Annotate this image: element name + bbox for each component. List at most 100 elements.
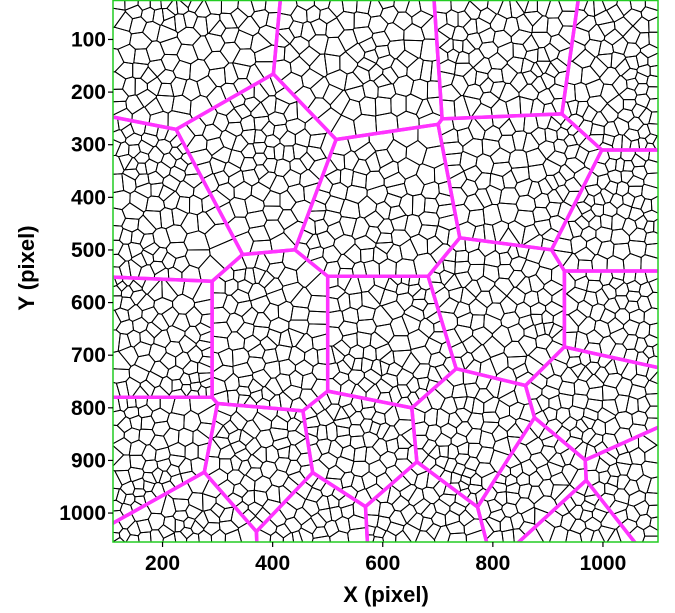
mesh-cell [376, 422, 391, 440]
mesh-cell [340, 503, 355, 520]
mesh-cell [579, 527, 595, 542]
mesh-cell [449, 501, 467, 516]
mesh-cell [506, 56, 524, 74]
mesh-cell [362, 431, 380, 448]
mesh-cell [396, 292, 414, 312]
mesh-cell [482, 335, 506, 358]
mesh-cell [159, 36, 183, 56]
mesh-cell [460, 286, 477, 306]
mesh-cell [595, 457, 611, 474]
mesh-cell [285, 118, 306, 136]
mesh-cell [626, 463, 644, 482]
mesh-cell [184, 442, 199, 461]
mesh-cell [467, 483, 484, 495]
mesh-cell [509, 401, 525, 421]
mesh-cell [140, 6, 156, 23]
mesh-cell [639, 43, 658, 59]
mesh-cell [428, 351, 447, 368]
mesh-cell [574, 246, 596, 262]
mesh-cell [584, 38, 602, 58]
mesh-cell [164, 340, 184, 358]
plot-frame [112, 0, 659, 543]
mesh-cell [510, 166, 530, 184]
mesh-cell [173, 157, 189, 172]
mesh-cell [333, 406, 350, 421]
mesh-cell [269, 531, 284, 542]
mesh-cell [493, 491, 508, 507]
mesh-cell [366, 184, 389, 205]
mesh-cell [381, 300, 405, 320]
mesh-cell [601, 0, 619, 11]
mesh-cell [582, 407, 599, 422]
mesh-cell [344, 275, 363, 295]
mesh-cell [127, 304, 143, 322]
mesh-cell [642, 345, 655, 359]
mesh-cell [560, 366, 579, 384]
mesh-cell [239, 474, 256, 492]
mesh-cell [357, 56, 377, 72]
mesh-cell [300, 517, 318, 535]
mesh-cell [435, 455, 450, 470]
mesh-cell [250, 9, 270, 29]
mesh-cell [362, 79, 379, 100]
mesh-cell [316, 230, 336, 250]
x-tick-label: 200 [145, 552, 180, 575]
mesh-cell [488, 284, 508, 304]
mesh-cell [364, 151, 381, 172]
mesh-cell [414, 470, 430, 490]
y-axis-title: Y (pixel) [14, 225, 39, 310]
coarse-cell [516, 478, 637, 542]
mesh-cell [460, 351, 475, 371]
mesh-cell [113, 224, 124, 241]
mesh-cell [644, 0, 658, 12]
mesh-cell [155, 138, 173, 155]
mesh-cell [537, 140, 556, 160]
mesh-cell [262, 205, 284, 221]
mesh-cell [300, 20, 317, 42]
mesh-cell [599, 307, 616, 324]
mesh-cell [247, 343, 266, 359]
y-tick-label: 700 [71, 344, 106, 367]
mesh-cell [227, 149, 245, 169]
mesh-cell [520, 506, 536, 525]
mesh-cell [589, 123, 605, 136]
mesh-cell [602, 133, 616, 147]
coarse-cell [523, 345, 658, 462]
mesh-cell [399, 238, 419, 261]
mesh-cell [563, 133, 578, 147]
mesh-cell [456, 441, 470, 455]
mesh-cell [360, 247, 375, 264]
mesh-cell [236, 321, 255, 340]
mesh-cell [542, 158, 562, 176]
mesh-cell [327, 326, 344, 347]
mesh-cell [517, 335, 538, 356]
mesh-cell [326, 494, 340, 509]
mesh-cell [574, 145, 590, 165]
mesh-cell [401, 351, 421, 375]
mesh-cell [549, 471, 571, 486]
mesh-cell [136, 518, 153, 534]
mesh-cell [258, 270, 275, 289]
mesh-cell [393, 0, 411, 13]
x-axis-title: X (pixel) [343, 582, 429, 607]
mesh-cell [204, 32, 226, 53]
mesh-cell [149, 0, 162, 11]
mesh-cell [628, 206, 645, 222]
mesh-cell [527, 485, 545, 505]
mesh-cell [113, 469, 123, 490]
mesh-cell [628, 383, 647, 400]
mesh-cell [533, 192, 551, 209]
mesh-cell [159, 207, 175, 230]
mesh-cell [419, 516, 434, 532]
mesh-cell [636, 64, 651, 78]
mesh-cell [643, 209, 658, 222]
mesh-cell [571, 48, 596, 69]
mesh-cell [535, 60, 552, 75]
mesh-cell [482, 263, 500, 283]
mesh-cell [601, 283, 617, 300]
mesh-cell [166, 0, 179, 16]
mesh-cell [399, 483, 418, 502]
mesh-cell [220, 27, 240, 44]
mesh-cell [162, 532, 177, 542]
